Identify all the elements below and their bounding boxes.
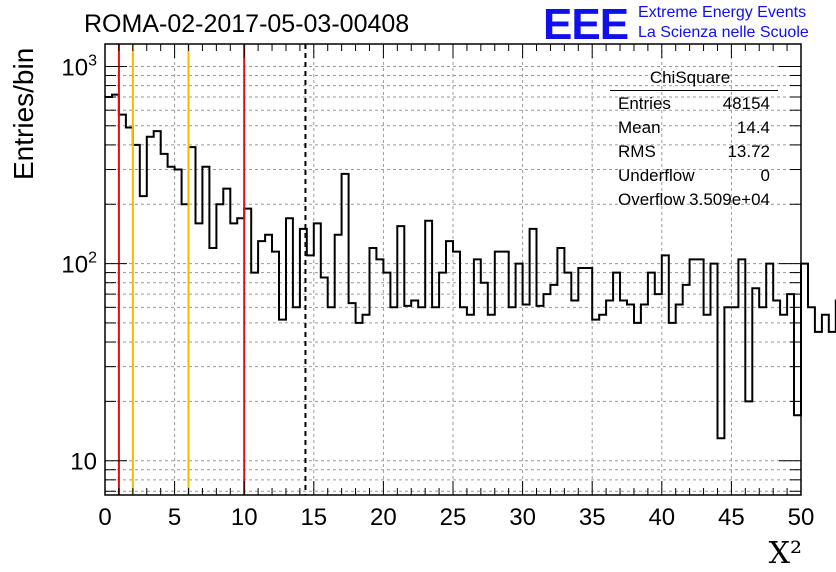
x-tick-label: 10 [231, 504, 258, 531]
reference-lines [117, 44, 307, 495]
x-tick-label: 25 [440, 504, 467, 531]
x-tick-label: 0 [98, 504, 111, 531]
axis-ticks [104, 44, 802, 495]
stats-key: RMS [618, 142, 656, 161]
y-axis-label: Entries/bin [8, 47, 39, 180]
histogram-series [105, 93, 836, 440]
x-tick-label: 40 [648, 504, 675, 531]
stats-box: ChiSquare Entries 48154 Mean 14.4 RMS 13… [610, 66, 778, 209]
x-tick-label: 35 [579, 504, 606, 531]
histogram-line [105, 93, 836, 440]
stats-key: Underflow [618, 166, 695, 185]
x-axis-label: X² [768, 536, 802, 571]
chart-title: ROMA-02-2017-05-03-00408 [84, 10, 410, 38]
y-tick-label: 10 [70, 449, 97, 476]
stats-key: Overflow [618, 190, 686, 209]
tick-labels: 0 5 10 15 20 25 30 35 40 45 50 10 102 103 [61, 52, 814, 531]
stats-value: 3.509e+04 [689, 190, 770, 209]
stats-value: 13.72 [727, 142, 770, 161]
stats-key: Mean [618, 118, 661, 137]
x-tick-label: 45 [718, 504, 745, 531]
stats-key: Entries [618, 94, 671, 113]
stats-divider [610, 90, 778, 91]
grid-lines [105, 44, 801, 495]
eee-logo-line2: La Scienza nelle Scuole [638, 24, 809, 41]
x-tick-label: 15 [300, 504, 327, 531]
x-tick-label: 50 [788, 504, 815, 531]
y-tick-label: 103 [61, 52, 97, 81]
stats-value: 0 [760, 166, 770, 185]
eee-logo: EEE [543, 0, 629, 49]
stats-value: 48154 [722, 94, 770, 113]
y-tick-label: 102 [61, 250, 97, 279]
x-tick-label: 30 [509, 504, 536, 531]
eee-logo-line1: Extreme Energy Events [638, 4, 807, 21]
x-tick-label: 20 [370, 504, 397, 531]
stats-value: 14.4 [736, 118, 770, 137]
x-tick-label: 5 [168, 504, 181, 531]
stats-title: ChiSquare [649, 68, 731, 87]
